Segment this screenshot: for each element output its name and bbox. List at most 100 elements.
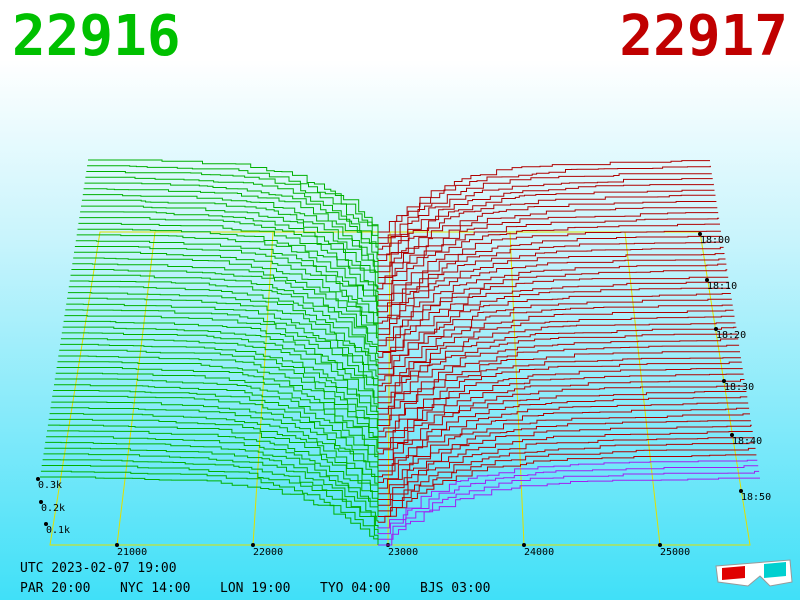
bid-curve [86,171,379,244]
bid-curve [65,309,379,380]
ask-curve [377,315,735,387]
ask-curve [377,333,738,404]
bid-curve [45,441,379,511]
time-label: 18:40 [732,436,762,447]
tick-dot [44,522,48,526]
time-label: 18:20 [716,330,746,341]
ask-curve [377,253,725,324]
bid-curve [88,159,379,232]
timezone-label: LON 19:00 [220,581,290,596]
timezone-label: PAR 20:00 [20,581,90,596]
bid-curve [62,326,379,398]
bid-curve [42,459,379,528]
ask-curve [377,276,729,347]
ask-curve [377,391,747,461]
bid-curve [40,476,379,545]
ask-curve [377,437,754,506]
bid-curve [60,338,379,409]
ask-curve [377,293,731,364]
depth-curves [40,159,760,546]
ask-curve [377,465,759,535]
ask-curve [378,223,720,296]
tick-dot [115,543,119,547]
ask-curve [377,309,734,381]
ask-curve [377,212,719,284]
price-label: 22000 [253,547,283,558]
bid-curve [81,199,379,272]
ask-curve [377,373,744,444]
time-label: 18:00 [700,235,730,246]
bid-curve [46,436,379,506]
floor-grid-line [116,231,156,546]
bid-curve [66,303,379,375]
tick-dot [730,433,734,437]
bid-curve [52,395,379,466]
ask-curve [377,269,728,341]
time-label: 18:10 [707,281,737,292]
ask-curve [377,263,727,335]
floor [49,231,751,547]
ask-curve [377,344,740,415]
utc-time: UTC 2023-02-07 19:00 [20,561,177,576]
bid-curve [74,246,379,318]
tick-dot [251,543,255,547]
bid-curve [54,378,379,449]
bid-curve [73,257,379,329]
ask-curve [377,338,739,409]
bid-price: 22916 [12,4,181,69]
ask-curve [377,420,751,489]
floor-grid-line [624,231,661,546]
ask-curve [377,241,723,313]
ask-curve [377,258,726,330]
tick-dot [522,543,526,547]
bid-curve [85,176,379,250]
bid-curve [40,470,379,540]
timezone-label: NYC 14:00 [120,581,190,596]
bid-curve [54,384,379,454]
ask-curve [377,361,742,432]
bid-curve [76,234,379,306]
bid-curve [67,292,379,363]
ask-curve [378,160,710,233]
ask-curve [377,230,721,301]
price-label: 23000 [388,547,418,558]
ask-curve [377,424,752,495]
bid-curve [50,407,379,477]
ask-curve [377,246,724,318]
bid-curve [70,274,379,346]
bid-curve [75,240,379,312]
tick-dot [39,500,43,504]
ask-curve [378,287,730,358]
depth-label: 0.1k [46,525,70,536]
price-label: 21000 [117,547,147,558]
bid-curve [87,165,379,238]
bid-curve [80,211,379,284]
floor-grid-line [387,231,391,546]
price-label: 24000 [524,547,554,558]
ask-curve [377,442,755,512]
time-label: 18:30 [724,382,754,393]
ask-curve [377,298,732,370]
bid-curve [78,222,379,295]
ask-curve [377,304,733,375]
tick-dot [658,543,662,547]
ask-curve [377,357,741,426]
depth-label: 0.3k [38,480,62,491]
ask-curve [377,447,756,517]
bid-curve [51,401,379,472]
timezone-label: BJS 03:00 [420,581,490,596]
ask-curve [377,178,713,250]
glasses-icon [715,559,793,587]
bid-curve [81,205,379,278]
ask-curve [377,173,712,244]
ask-curve [377,217,720,290]
ask-curve [377,281,730,352]
ask-curve [378,477,760,546]
bid-curve [49,413,379,483]
ask-curve [377,201,717,273]
bid-curve [59,349,379,420]
tick-dot [739,489,743,493]
price-label: 25000 [660,547,690,558]
ask-curve [377,207,718,278]
